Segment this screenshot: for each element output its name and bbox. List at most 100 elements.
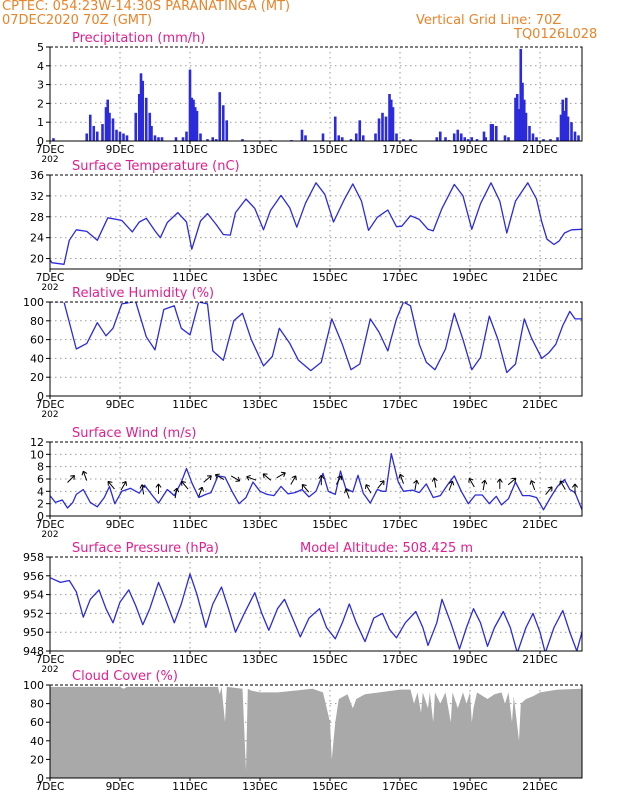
wind-arrow-head — [571, 483, 579, 488]
rh-ytick-label: 0 — [37, 390, 44, 403]
wind-ytick-label: 8 — [37, 461, 44, 474]
precip-bar — [115, 129, 118, 141]
cloud-xtick-label: 15DEC — [312, 781, 347, 793]
wind-arrow — [173, 487, 180, 499]
wind-arrow — [496, 478, 503, 489]
wind-arrow-shaft — [230, 475, 241, 482]
rh-xtick-label: 15DEC — [312, 399, 347, 411]
wind-arrow — [545, 486, 553, 495]
pres-ytick-label: 952 — [23, 607, 44, 620]
precip-bar — [85, 133, 89, 141]
wind-arrow-head — [262, 473, 268, 479]
precip-bar — [92, 125, 96, 141]
rh-ytick-label: 100 — [23, 296, 44, 309]
wind-arrow — [230, 475, 241, 482]
wind-arrow-head — [379, 480, 385, 486]
rh-ytick-label: 60 — [30, 334, 44, 347]
wind-arrow — [301, 483, 310, 493]
precip-bar — [470, 137, 474, 141]
temp-xtick-label: 11DEC — [172, 272, 207, 284]
wind-arrow-shaft — [215, 474, 225, 481]
precip-bar — [218, 92, 222, 141]
wind-ytick-label: 12 — [30, 436, 44, 449]
pres-ytick-label: 958 — [23, 551, 44, 564]
cloud-title: Cloud Cover (%) — [72, 669, 178, 684]
precip-bar — [561, 99, 565, 141]
wind-arrow-head — [481, 479, 488, 485]
precip-bar — [389, 99, 393, 141]
precip-bar — [482, 131, 486, 141]
pres-panel: 948 950 952 954 956 958 7DEC 9DEC 11DEC 13DEC 15DE… — [23, 541, 583, 675]
wind-xtick-label: 19DEC — [452, 519, 487, 531]
precip-plot — [52, 48, 580, 141]
precip-bar — [514, 97, 517, 141]
cloud-plot — [50, 686, 582, 778]
wind-arrow — [468, 477, 475, 488]
wind-arrow — [276, 471, 286, 479]
precip-bar — [566, 116, 570, 141]
precip-bar — [517, 109, 521, 141]
wind-arrow — [198, 486, 204, 497]
precip-bar — [52, 138, 55, 141]
precip-bar — [137, 94, 141, 141]
rh-ytick-label: 20 — [30, 371, 44, 384]
wind-arrow-shaft — [345, 488, 350, 499]
wind-ytick-label: 6 — [37, 473, 44, 486]
temp-ytick-label: 36 — [30, 169, 44, 182]
precip-bar — [195, 110, 199, 141]
precip-bar — [438, 131, 442, 141]
precip-bar — [225, 120, 229, 141]
wind-arrow-head — [246, 474, 251, 481]
wind-arrow-head — [214, 473, 220, 479]
pres-xtick-label: 17DEC — [382, 654, 417, 666]
wind-arrow — [107, 480, 115, 490]
wind-arrow — [448, 480, 455, 491]
precip-bar — [402, 139, 405, 141]
rh-xtick-label: 13DEC — [242, 399, 277, 411]
cloud-ytick-label: 80 — [30, 698, 44, 711]
cloud-area — [50, 686, 582, 778]
precip-bar — [150, 125, 153, 141]
precip-ytick-label: 3 — [37, 79, 44, 92]
precip-bar — [524, 112, 528, 141]
wind-arrow — [81, 470, 88, 481]
precip-xtick-label: 19DEC — [452, 144, 487, 156]
temp-ytick-label: 24 — [30, 232, 44, 245]
wind-arrow-shaft — [198, 487, 203, 497]
temp-panel: 20 24 28 32 36 7DEC 9DEC 11DEC 13DEC 15DEC 17DEC 19… — [30, 159, 583, 293]
precip-bar — [384, 116, 388, 141]
precip-bar — [206, 139, 209, 141]
wind-arrow — [431, 477, 438, 488]
wind-arrow-head — [139, 484, 146, 489]
rh-title: Relative Humidity (%) — [72, 286, 214, 301]
rh-frame — [49, 301, 583, 397]
wind-arrow-shaft — [82, 471, 88, 481]
precip-bar — [507, 137, 510, 141]
wind-arrow-shaft — [399, 474, 404, 484]
precip-xtick-label: 15DEC — [312, 144, 347, 156]
wind-xtick-label: 21DEC — [522, 519, 557, 531]
precip-bar — [199, 133, 202, 141]
precip-ytick-label: 4 — [37, 60, 44, 73]
precip-bar — [463, 137, 467, 141]
rh-xtick-label: 19DEC — [452, 399, 487, 411]
precip-bar — [144, 97, 148, 141]
cloud-xtick-label: 21DEC — [522, 781, 557, 793]
wind-arrow — [344, 488, 350, 499]
precip-title: Precipitation (mm/h) — [72, 31, 205, 46]
precip-bar — [521, 82, 524, 141]
precip-xtick-label: 13DEC — [242, 144, 277, 156]
wind-arrow-shaft — [203, 475, 212, 483]
wind-arrow-head — [496, 478, 503, 483]
pres-year-label: 202 — [41, 665, 58, 675]
wind-arrow-head — [344, 488, 350, 494]
wind-ytick-label: 0 — [37, 510, 44, 523]
wind-arrow-shaft — [276, 472, 286, 479]
rh-ytick-label: 80 — [30, 315, 44, 328]
wind-arrow-shaft — [67, 475, 75, 483]
wind-arrow — [559, 480, 566, 490]
precip-bar — [459, 133, 463, 141]
pres-frame — [49, 556, 583, 652]
wind-arrow-head — [280, 471, 286, 478]
precip-bar — [377, 118, 381, 141]
